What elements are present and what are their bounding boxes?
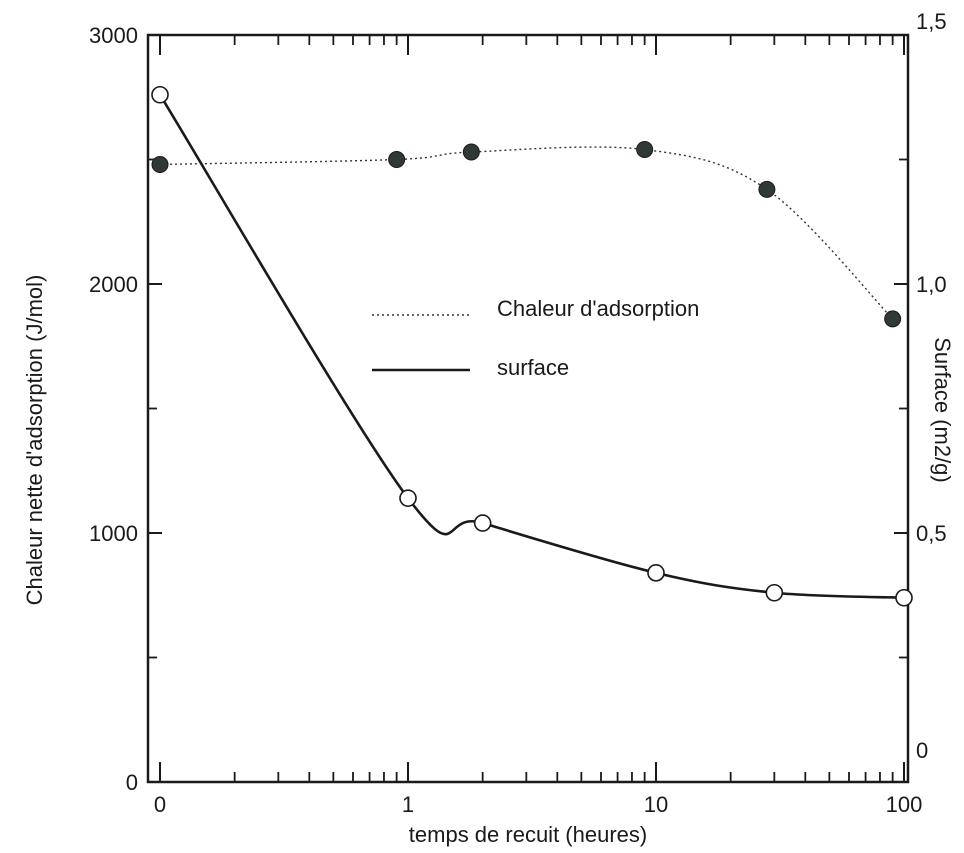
series-surface-point (895, 588, 913, 607)
x-tick-label: 100 (886, 792, 923, 817)
series-chaleur-point (462, 143, 480, 161)
y-right-tick-label: 1,5 (916, 9, 947, 34)
y-right-tick-label: 0,5 (916, 521, 947, 546)
legend-label-surface: surface (497, 355, 569, 380)
series-surface-line (158, 94, 905, 600)
y-left-tick-label: 0 (126, 770, 138, 795)
legend-label-chaleur: Chaleur d'adsorption (497, 296, 699, 321)
y-axis-title-right: Surface (m2/g) (930, 337, 955, 483)
x-tick-label: 0 (154, 792, 166, 817)
series-chaleur-line (159, 146, 894, 320)
series-chaleur-point (388, 151, 406, 168)
axis-ticks (148, 34, 908, 783)
x-tick-label: 1 (402, 792, 414, 817)
legend: Chaleur d'adsorption surface (372, 296, 699, 380)
series-chaleur-point (151, 155, 169, 173)
plot-frame (146, 33, 910, 784)
y-left-tick-label: 3000 (89, 23, 138, 48)
y-right-tick-label: 1,0 (916, 272, 947, 297)
series-layer (151, 85, 913, 607)
series-surface-point (473, 514, 492, 532)
series-surface-point (399, 489, 417, 507)
y-left-tick-label: 2000 (89, 272, 138, 297)
series-chaleur-point (758, 180, 776, 198)
series-surface-point (765, 583, 784, 602)
series-surface-point (151, 85, 169, 104)
x-axis-title: temps de recuit (heures) (409, 822, 647, 847)
series-chaleur-point (636, 141, 654, 159)
series-chaleur-point (884, 310, 902, 328)
x-tick-label: 10 (644, 792, 668, 817)
y-right-tick-label: 0 (916, 738, 928, 763)
y-left-tick-label: 1000 (89, 521, 138, 546)
series-surface-point (647, 564, 665, 582)
y-axis-title-left: Chaleur nette d'adsorption (J/mol) (22, 275, 47, 606)
